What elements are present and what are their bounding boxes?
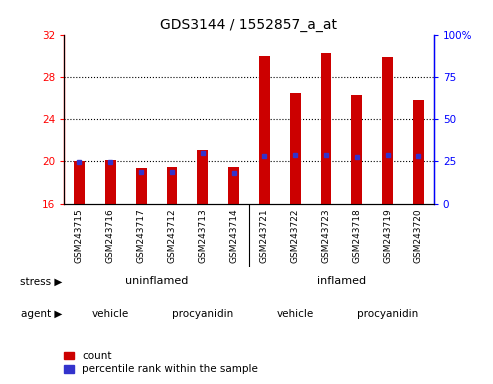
Text: inflamed: inflamed — [317, 276, 366, 286]
Bar — [290, 93, 301, 204]
Bar — [320, 53, 331, 204]
Text: GSM243723: GSM243723 — [321, 209, 330, 263]
Text: procyanidin: procyanidin — [357, 309, 418, 319]
Bar — [105, 160, 116, 204]
Text: GSM243712: GSM243712 — [168, 209, 176, 263]
Text: GSM243716: GSM243716 — [106, 209, 115, 263]
Bar — [228, 167, 239, 204]
Text: GSM243719: GSM243719 — [383, 209, 392, 263]
Bar — [352, 95, 362, 204]
Bar — [74, 161, 85, 204]
Text: GSM243722: GSM243722 — [291, 209, 300, 263]
Text: vehicle: vehicle — [92, 309, 129, 319]
Text: GSM243720: GSM243720 — [414, 209, 423, 263]
Bar — [413, 100, 424, 204]
Bar — [197, 150, 208, 204]
Bar — [259, 56, 270, 204]
Text: GSM243714: GSM243714 — [229, 209, 238, 263]
Bar — [382, 57, 393, 204]
Text: GSM243715: GSM243715 — [75, 209, 84, 263]
Text: procyanidin: procyanidin — [172, 309, 233, 319]
Text: GSM243718: GSM243718 — [352, 209, 361, 263]
Title: GDS3144 / 1552857_a_at: GDS3144 / 1552857_a_at — [160, 18, 338, 32]
Legend: count, percentile rank within the sample: count, percentile rank within the sample — [60, 347, 262, 378]
Text: vehicle: vehicle — [277, 309, 314, 319]
Bar — [136, 168, 146, 204]
Text: GSM243713: GSM243713 — [198, 209, 207, 263]
Text: uninflamed: uninflamed — [125, 276, 188, 286]
Text: agent ▶: agent ▶ — [21, 309, 63, 319]
Bar — [167, 167, 177, 204]
Text: stress ▶: stress ▶ — [20, 276, 63, 286]
Text: GSM243717: GSM243717 — [137, 209, 145, 263]
Text: GSM243721: GSM243721 — [260, 209, 269, 263]
